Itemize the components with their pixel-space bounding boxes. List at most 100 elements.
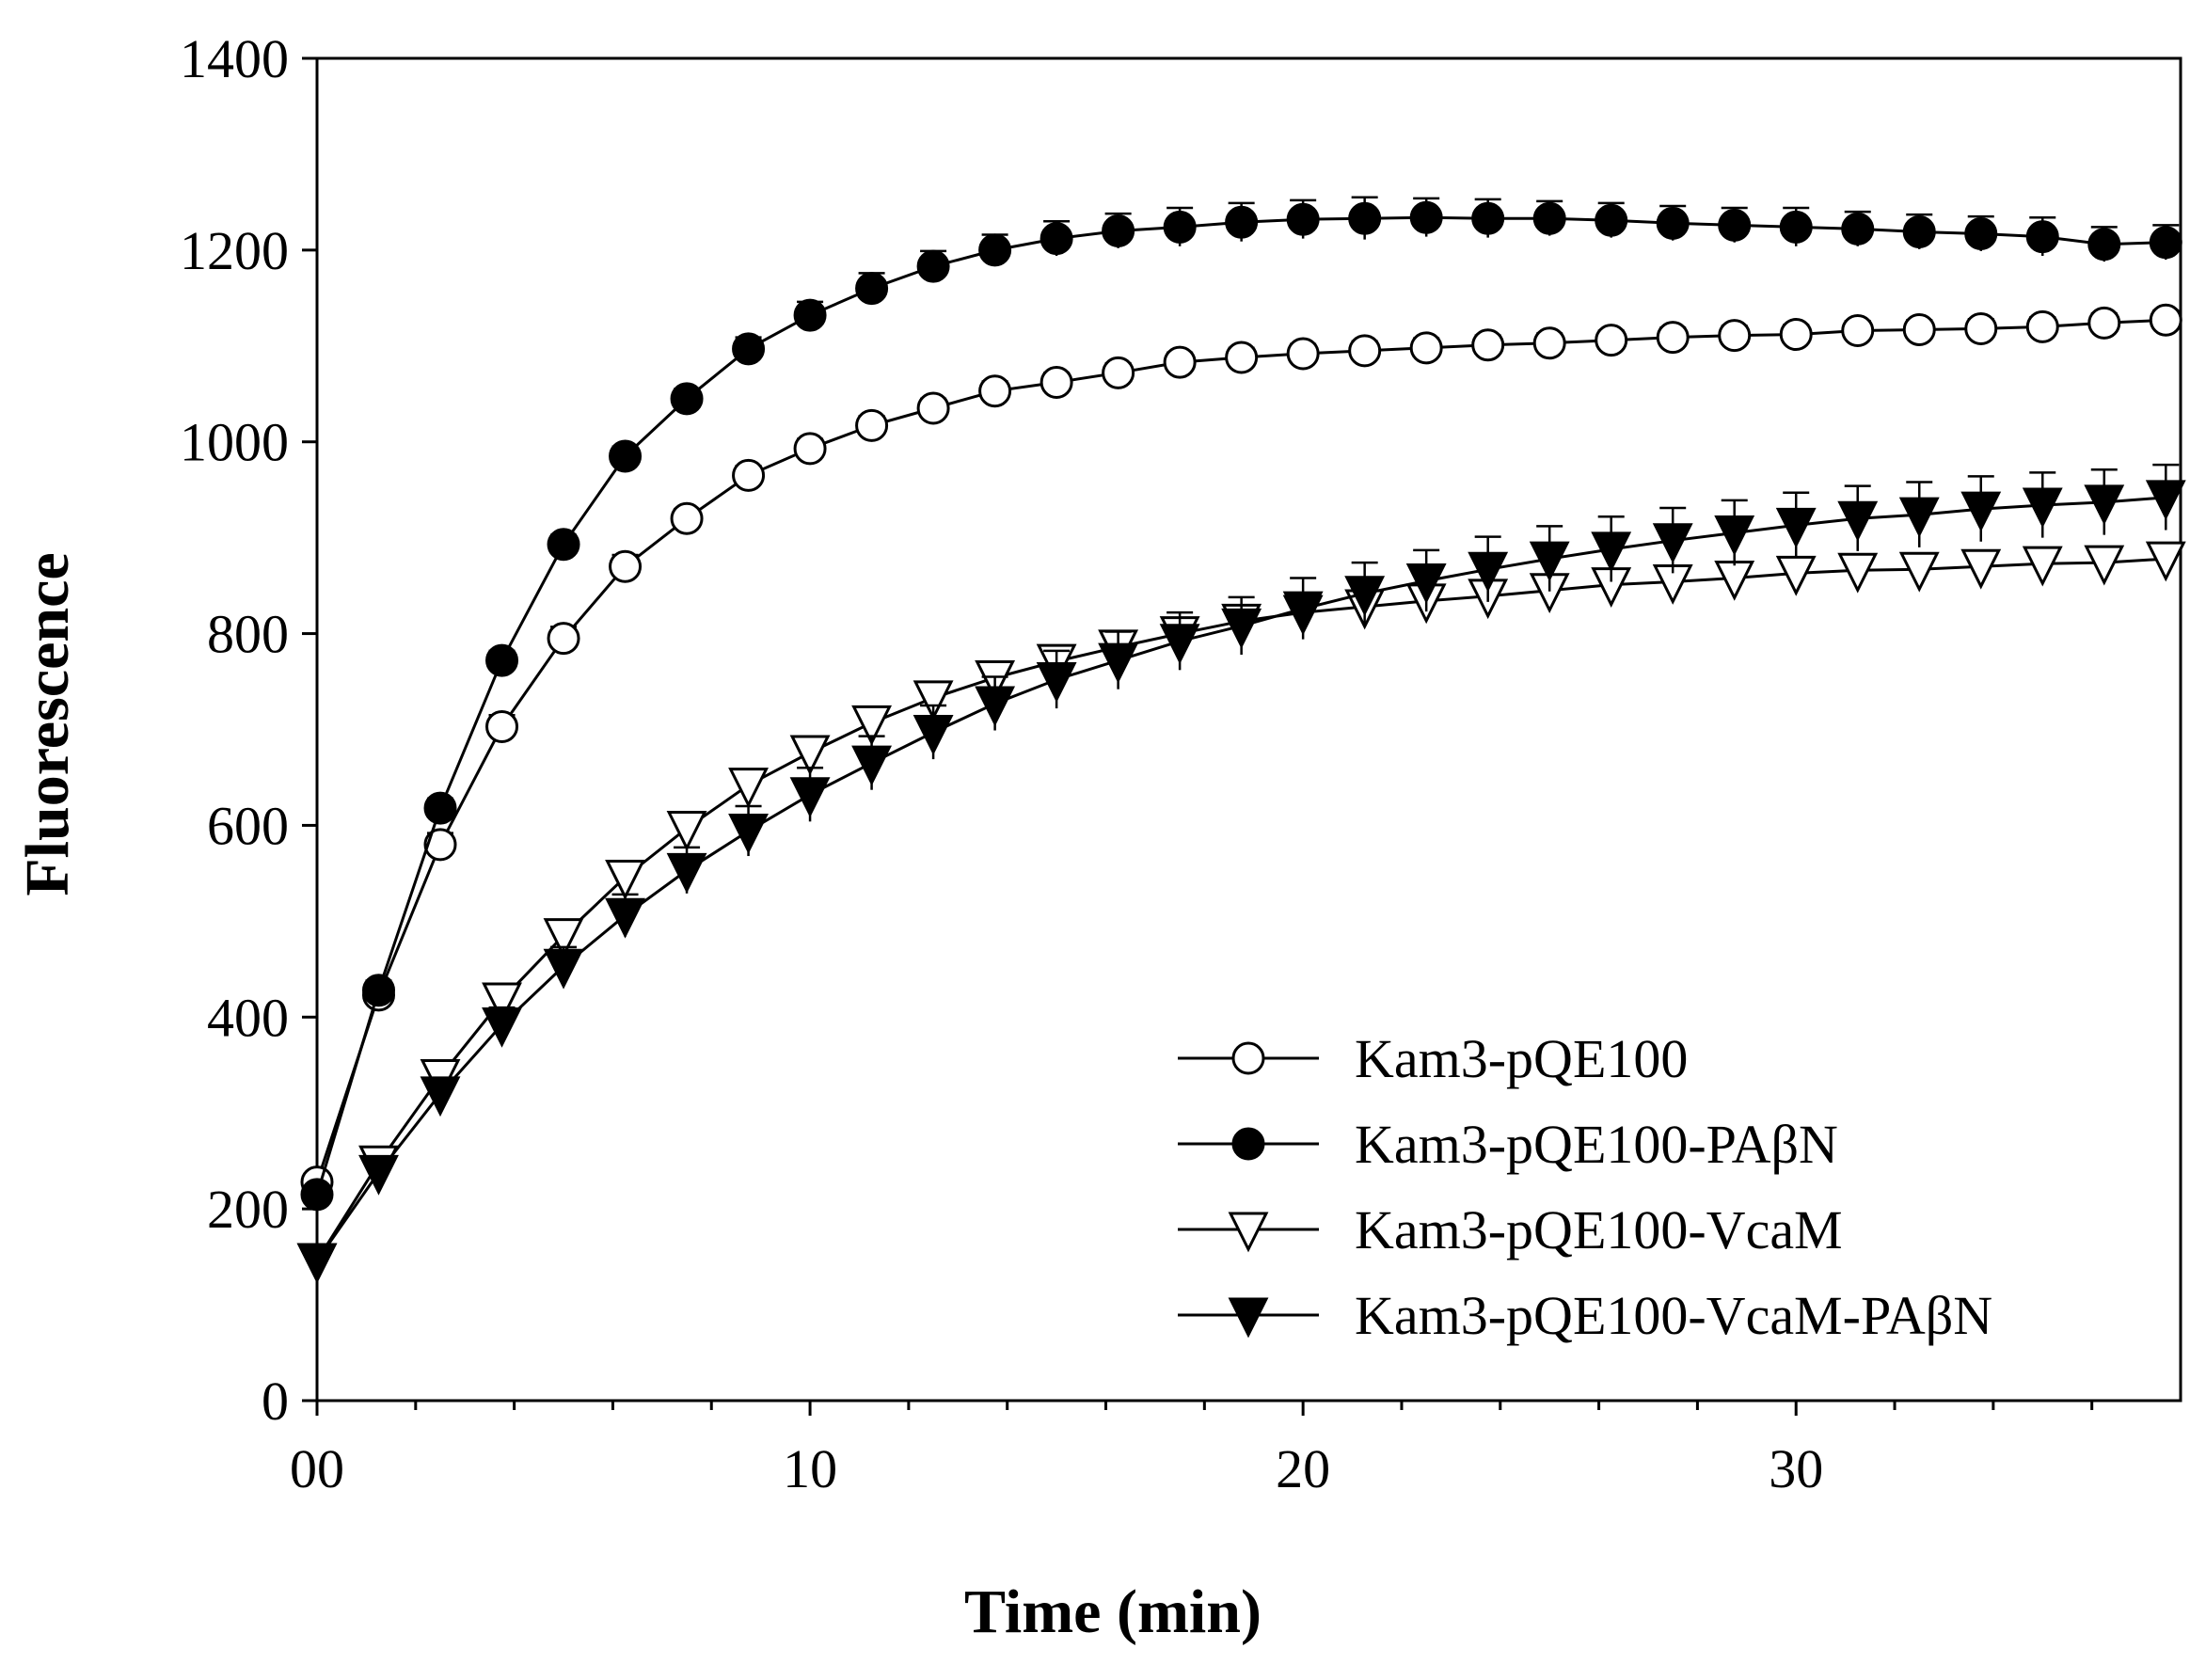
data-point: [793, 432, 827, 466]
data-point: [1837, 552, 1879, 594]
plot-border: [315, 56, 2182, 1403]
x-tick-label: 20: [1276, 1438, 1330, 1499]
data-point: [358, 1154, 399, 1196]
data-point: [300, 1178, 334, 1212]
legend-label: Kam3-pQE100-VcaM-PAβN: [1355, 1285, 1992, 1346]
data-point: [547, 528, 580, 562]
legend-item: Kam3-pQE100-VcaM-PAβN: [1178, 1285, 1992, 1346]
data-point: [1102, 356, 1135, 389]
data-point: [1221, 608, 1262, 649]
series-layer: [296, 196, 2186, 1284]
legend-item: Kam3-pQE100-PAβN: [1178, 1114, 1838, 1175]
series-4: [296, 463, 2186, 1284]
data-point: [543, 948, 584, 990]
legend-label: Kam3-pQE100-VcaM: [1355, 1199, 1843, 1260]
data-point: [1595, 324, 1628, 357]
data-point: [609, 549, 643, 583]
data-point: [296, 1243, 338, 1284]
data-point: [975, 686, 1016, 727]
x-tick-label: 00: [290, 1438, 344, 1499]
legend-marker: [1231, 1127, 1265, 1161]
y-tick-label: 1200: [180, 220, 289, 281]
data-point: [1282, 591, 1324, 632]
data-point: [855, 272, 889, 306]
legend-marker: [1228, 1212, 1269, 1253]
data-point: [2022, 546, 2063, 587]
data-point: [913, 715, 954, 755]
data-point: [547, 622, 580, 656]
data-point: [2145, 480, 2186, 521]
data-point: [1163, 345, 1197, 379]
data-point: [2025, 220, 2059, 254]
data-point: [1652, 523, 1693, 564]
data-point: [605, 897, 645, 939]
data-point: [1225, 341, 1259, 374]
data-point: [485, 643, 519, 677]
data-point: [1468, 551, 1509, 593]
y-tick-label: 0: [262, 1371, 289, 1432]
data-point: [605, 859, 645, 900]
data-point: [851, 745, 893, 786]
legend-item: Kam3-pQE100: [1178, 1028, 1688, 1089]
data-point: [1225, 205, 1259, 239]
data-point: [1779, 210, 1813, 244]
data-point: [2022, 487, 2063, 529]
data-point: [728, 814, 769, 854]
data-point: [1409, 200, 1443, 234]
data-point: [978, 374, 1012, 408]
data-point: [1960, 491, 2002, 532]
data-point: [1964, 217, 1998, 251]
legend-label: Kam3-pQE100-PAβN: [1355, 1114, 1838, 1175]
legend-item: Kam3-pQE100-VcaM: [1178, 1199, 1843, 1260]
y-axis: 0 200 400 600 800 1000 1200 1400: [180, 28, 317, 1432]
data-point: [2149, 303, 2182, 337]
data-point: [1595, 203, 1628, 237]
y-tick-label: 800: [207, 604, 289, 665]
data-point: [1532, 201, 1566, 235]
data-point: [1841, 313, 1875, 347]
data-point: [2149, 226, 2182, 260]
data-point: [1902, 312, 1936, 346]
data-point: [1898, 497, 1940, 538]
data-point: [793, 298, 827, 332]
data-point: [2025, 309, 2059, 343]
data-point: [423, 791, 457, 825]
data-point: [1405, 563, 1447, 604]
data-point: [789, 735, 831, 776]
data-point: [1779, 318, 1813, 352]
y-tick-label: 1400: [180, 28, 289, 89]
data-point: [1409, 331, 1443, 365]
data-point: [1102, 214, 1135, 247]
data-point: [1964, 311, 1998, 345]
data-point: [482, 1006, 522, 1048]
data-point: [1714, 515, 1755, 556]
data-point: [1960, 548, 2002, 590]
data-point: [1841, 212, 1875, 246]
data-point: [485, 709, 519, 743]
data-point: [423, 828, 457, 862]
data-point: [1098, 642, 1139, 684]
data-point: [666, 810, 707, 851]
x-tick-label: 10: [783, 1438, 837, 1499]
x-tick-label: 30: [1769, 1438, 1823, 1499]
data-point: [1656, 206, 1690, 240]
data-point: [728, 768, 769, 808]
data-point: [2087, 228, 2121, 262]
x-axis: 00 10 20 30: [290, 1401, 2094, 1499]
data-point: [2087, 306, 2121, 340]
y-tick-label: 600: [207, 795, 289, 856]
data-point: [420, 1076, 461, 1117]
data-point: [732, 458, 766, 492]
data-point: [978, 233, 1012, 267]
data-point: [916, 391, 950, 425]
data-point: [1040, 366, 1073, 400]
data-point: [1163, 210, 1197, 244]
data-point: [670, 501, 704, 535]
x-axis-title: Time (min): [964, 1577, 1262, 1646]
data-point: [1529, 541, 1570, 582]
data-point: [1348, 201, 1382, 235]
legend-label: Kam3-pQE100: [1355, 1028, 1688, 1089]
data-point: [916, 249, 950, 283]
data-point: [1591, 531, 1632, 573]
